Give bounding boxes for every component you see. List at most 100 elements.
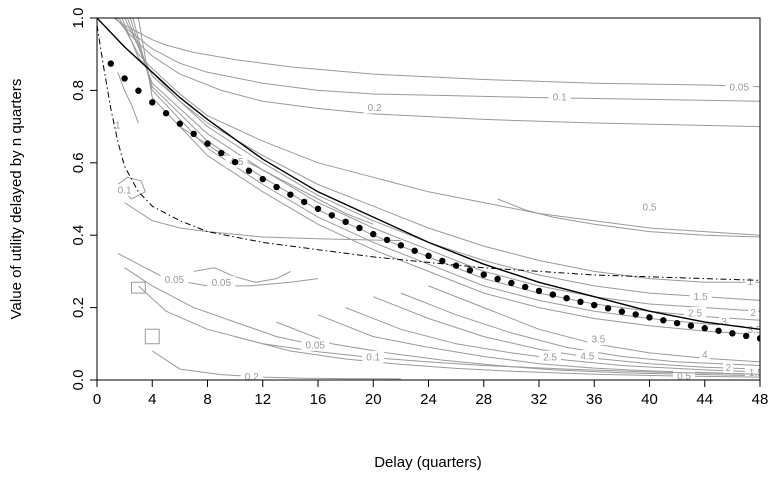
contour-label-bg — [362, 350, 385, 363]
contour-label: 0.2 — [368, 103, 382, 114]
contour-line — [113, 18, 760, 88]
series-point — [245, 167, 253, 174]
contour-label: 0.2 — [245, 372, 259, 383]
contour-line — [115, 18, 760, 128]
series-point — [397, 242, 405, 249]
contour-label: 3.5 — [748, 325, 762, 336]
series-point — [535, 287, 543, 295]
y-tick-label: 0.8 — [70, 80, 87, 101]
contour-line — [114, 18, 760, 102]
contour-label: 4.5 — [580, 352, 594, 363]
contour-label-bg — [745, 275, 756, 288]
series-point — [176, 120, 184, 127]
x-tick-label: 16 — [310, 391, 327, 408]
series-point — [190, 130, 197, 138]
contour-label-bg — [576, 350, 599, 363]
contour-label-bg — [240, 370, 263, 380]
series-point — [342, 218, 349, 226]
contour-line — [117, 176, 146, 200]
contour-label-bg — [363, 101, 386, 114]
contour-line — [124, 202, 401, 242]
contour-label-bg — [539, 350, 562, 363]
series-point — [370, 230, 377, 238]
contour-line — [276, 321, 760, 377]
contour-line — [121, 18, 760, 283]
contour-line — [129, 18, 760, 321]
x-tick-label: 36 — [586, 391, 603, 408]
contour-label-bg — [548, 90, 571, 103]
series-point — [121, 75, 128, 82]
contour-label-bg — [744, 366, 760, 379]
series-point — [162, 110, 170, 117]
y-tick-label: 0.0 — [70, 370, 87, 391]
contour-label-bg — [113, 183, 136, 196]
series-point — [673, 319, 681, 327]
contour-line — [345, 307, 760, 373]
contour-label-bg — [112, 118, 123, 131]
series-point — [591, 301, 598, 309]
series-point — [618, 308, 626, 315]
solid-curve — [97, 18, 760, 330]
contour-label-bg — [725, 80, 754, 93]
dashdot-curve — [97, 25, 760, 281]
contour-line — [152, 350, 401, 380]
series-point — [632, 311, 639, 318]
series-layer — [97, 18, 760, 342]
contour-label-bg — [684, 307, 707, 320]
series-point — [107, 60, 115, 67]
contour-label: 2.5 — [688, 309, 702, 320]
contour-line — [137, 18, 760, 336]
x-tick-label: 24 — [420, 391, 437, 408]
contour-label: 0.05 — [306, 340, 326, 351]
contour-label: 1.5 — [749, 368, 763, 379]
contour-line — [317, 314, 760, 375]
series-point — [646, 314, 653, 321]
contour-label-bg — [689, 290, 712, 303]
contour-label-bg — [748, 306, 759, 319]
y-tick-label: 0.6 — [70, 152, 87, 173]
x-tick-label: 44 — [696, 391, 713, 408]
contour-label: 0.05 — [212, 278, 232, 289]
contour-line — [117, 72, 139, 124]
series-point — [411, 247, 418, 254]
contour-label: 0.1 — [366, 352, 380, 363]
contour-label-bg — [638, 200, 661, 213]
series-point — [742, 332, 750, 340]
contour-line — [234, 336, 760, 378]
contour-line — [373, 296, 760, 370]
contour-label: 1 — [115, 120, 121, 131]
contour-label-bg — [587, 333, 610, 346]
contour-line — [126, 18, 760, 312]
x-tick-label: 48 — [752, 391, 769, 408]
series-point — [687, 322, 695, 329]
contour-label: 1 — [748, 277, 754, 288]
contour-line — [144, 328, 160, 345]
series-point — [383, 236, 391, 244]
series-point — [149, 99, 156, 106]
series-point — [328, 212, 336, 219]
series-point — [439, 257, 446, 265]
series-point — [356, 224, 363, 232]
contour-label: 0.5 — [677, 372, 691, 383]
contour-label-bg — [673, 370, 696, 380]
series-point — [218, 149, 225, 157]
series-point — [466, 267, 474, 274]
plot-frame — [96, 17, 761, 381]
series-point — [508, 279, 515, 287]
x-tick-label: 0 — [93, 391, 101, 408]
x-tick-label: 4 — [148, 391, 156, 408]
series-point — [756, 335, 760, 342]
series-point — [729, 330, 736, 337]
x-tick-label: 12 — [254, 391, 271, 408]
series-point — [660, 317, 667, 324]
series-point — [452, 262, 460, 269]
contour-label: 0.1 — [553, 92, 567, 103]
series-point — [204, 140, 211, 147]
contour-line — [118, 18, 760, 236]
series-point — [715, 327, 722, 334]
series-point — [425, 252, 432, 260]
y-tick-label: 0.4 — [70, 225, 87, 246]
series-point — [273, 183, 280, 191]
